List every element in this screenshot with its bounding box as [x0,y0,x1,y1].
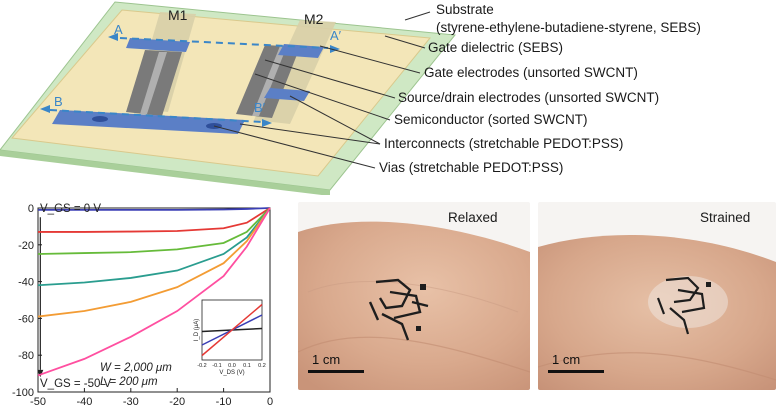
inset-x-tick-label: -0.2 [197,363,206,369]
photo-strained: Strained 1 cm [538,202,776,390]
cut-label-a-prime: A′ [330,28,342,43]
interconnect-bottom [52,110,245,134]
callout-substrate-detail: (styrene-ethylene-butadiene-styrene, SEB… [436,20,701,35]
y-tick-label: -60 [18,313,34,325]
device-label-m1: M1 [168,7,188,23]
device-array-strained [656,276,706,335]
substrate-edge [0,150,330,195]
x-tick-label: -40 [76,396,92,408]
skin-photo-relaxed [298,202,530,390]
x-tick-label: -30 [123,396,139,408]
scale-bar-relaxed [308,370,364,373]
y-tick-label: -40 [18,277,34,289]
inset-y-label: I_D (μA) [194,319,200,341]
series-line-5 [37,207,271,377]
cut-label-b: B [54,94,63,109]
vgs-top-label: V_GS = 0 V [40,203,102,215]
semiconductor-m1 [140,52,167,114]
y-tick-label: -20 [18,240,34,252]
width-label: W = 2,000 μm [100,362,172,374]
length-label: L = 200 μm [100,376,158,388]
skin-photo-strained [538,202,776,390]
scale-label-relaxed: 1 cm [312,352,341,367]
device-array-relaxed [368,278,429,341]
inset-series-2 [201,303,263,357]
interconnect-mid-m2 [264,88,310,101]
output-curve-chart: -50 -40 -30 -20 -10 00-20-40-60-80-100 -0.2 -0… [12,203,273,408]
inset-x-tick-label: 0.2 [258,363,266,369]
series-lines [37,207,271,377]
x-tick-label: -20 [169,396,185,408]
arrow-b-left [40,105,50,113]
arrow-a-right [330,45,340,53]
callout-interconnects: Interconnects (stretchable PEDOT:PSS) [384,136,624,151]
inset-x-tick-label: -0.1 [212,363,221,369]
scale-label-strained: 1 cm [552,352,581,367]
arrow-b-right [262,119,272,127]
series-line-0 [38,207,271,211]
x-tick-label: -10 [216,396,232,408]
inset-x-tick-label: 0.1 [243,363,251,369]
plot-frame: -50 -40 -30 -20 -10 00-20-40-60-80-100 [12,203,273,408]
series-line-1 [38,207,271,233]
callout-vias: Vias (stretchable PEDOT:PSS) [379,160,564,175]
inset-plot: -0.2 -0.1 0.0 0.1 0.2 V_DS (V) I_D (μA) [194,299,266,376]
relaxed-label: Relaxed [448,210,498,225]
via-1 [92,116,108,122]
inset-x-tick-label: 0.0 [228,363,236,369]
y-tick-label: -100 [12,387,34,399]
photo-relaxed: Relaxed 1 cm [298,202,530,390]
callout-substrate: Substrate [436,2,494,17]
inset-x-label: V_DS (V) [219,370,244,376]
y-tick-label: 0 [28,203,34,215]
plot-border [37,207,271,393]
callout-source-drain: Source/drain electrodes (unsorted SWCNT) [398,90,660,105]
series-line-3 [37,207,271,287]
x-tick-label: 0 [267,396,273,408]
arrow-a-left [108,33,118,41]
vgs-arrowhead [37,369,44,378]
callout-gate-dielectric: Gate dielectric (SEBS) [428,40,564,55]
leader-lines [213,11,431,169]
device-schematic [0,1,456,195]
vgs-bottom-label: V_GS = -50 V [40,378,112,390]
callout-gate-electrodes: Gate electrodes (unsorted SWCNT) [424,65,638,80]
cut-label-a: A [114,22,123,37]
device-label-m2: M2 [304,11,324,27]
strained-label: Strained [700,210,751,225]
callout-semiconductor: Semiconductor (sorted SWCNT) [394,112,588,127]
cut-label-b-prime: B′ [254,100,266,115]
series-line-2 [37,207,271,255]
cut-line-a [119,37,329,49]
scale-bar-strained [548,370,604,373]
x-tick-label: -50 [30,396,46,408]
y-tick-label: -80 [18,350,34,362]
dielectric-layer [11,9,431,177]
series-line-4 [37,207,271,318]
